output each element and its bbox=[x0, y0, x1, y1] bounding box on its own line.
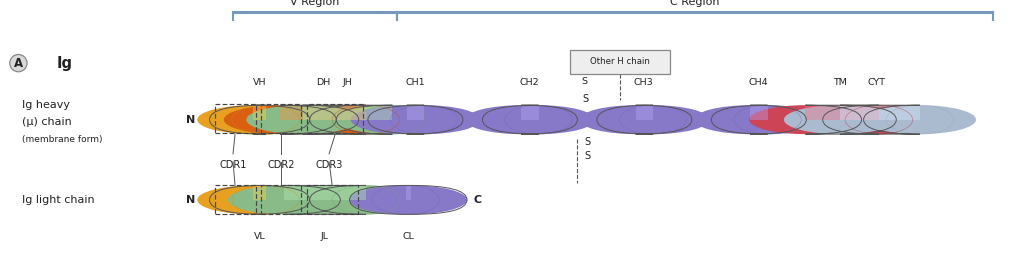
Text: A: A bbox=[14, 57, 22, 70]
Bar bbox=[215, 104, 256, 133]
Ellipse shape bbox=[246, 105, 359, 134]
Text: (μ) chain: (μ) chain bbox=[22, 117, 73, 127]
Ellipse shape bbox=[864, 105, 976, 134]
Ellipse shape bbox=[711, 105, 824, 134]
Bar bbox=[280, 105, 366, 120]
Text: CH3: CH3 bbox=[634, 78, 654, 87]
Text: N: N bbox=[186, 115, 195, 125]
Ellipse shape bbox=[351, 105, 463, 134]
Ellipse shape bbox=[228, 185, 340, 214]
Ellipse shape bbox=[355, 185, 467, 214]
Bar bbox=[750, 105, 768, 120]
Bar bbox=[261, 104, 301, 133]
Text: DH: DH bbox=[316, 78, 330, 87]
Ellipse shape bbox=[310, 105, 422, 134]
Bar bbox=[407, 105, 424, 120]
Bar bbox=[303, 105, 392, 134]
Bar bbox=[253, 105, 266, 134]
Ellipse shape bbox=[823, 105, 935, 134]
Text: JH: JH bbox=[342, 78, 353, 87]
Text: CL: CL bbox=[403, 232, 415, 241]
Ellipse shape bbox=[197, 105, 310, 134]
Ellipse shape bbox=[694, 105, 806, 134]
Text: Ig light chain: Ig light chain bbox=[22, 195, 95, 205]
Text: S: S bbox=[582, 77, 588, 86]
Bar bbox=[521, 105, 539, 134]
Text: N: N bbox=[186, 195, 195, 205]
Text: CDR2: CDR2 bbox=[268, 160, 294, 170]
Ellipse shape bbox=[784, 105, 896, 134]
Text: Ig: Ig bbox=[56, 55, 73, 71]
Ellipse shape bbox=[749, 105, 862, 134]
Bar bbox=[636, 105, 653, 120]
Bar bbox=[253, 185, 266, 214]
Text: Other H chain: Other H chain bbox=[591, 57, 650, 66]
Bar bbox=[406, 185, 411, 214]
Ellipse shape bbox=[579, 105, 692, 134]
Text: C: C bbox=[473, 195, 481, 205]
Text: C: C bbox=[902, 115, 911, 125]
Bar bbox=[750, 105, 768, 134]
Ellipse shape bbox=[224, 105, 336, 134]
Text: S: S bbox=[585, 137, 591, 147]
Ellipse shape bbox=[197, 185, 310, 214]
Text: JL: JL bbox=[321, 232, 329, 241]
Bar bbox=[253, 105, 266, 120]
Ellipse shape bbox=[210, 185, 322, 214]
Bar bbox=[805, 105, 879, 134]
Bar bbox=[805, 105, 879, 120]
Text: VL: VL bbox=[253, 232, 266, 241]
Text: CH2: CH2 bbox=[519, 78, 540, 87]
Ellipse shape bbox=[597, 105, 709, 134]
Text: CDR3: CDR3 bbox=[316, 160, 342, 170]
Ellipse shape bbox=[482, 105, 595, 134]
Bar bbox=[636, 105, 653, 134]
Bar bbox=[261, 185, 301, 214]
Bar bbox=[284, 185, 366, 214]
Bar bbox=[521, 105, 539, 120]
Bar bbox=[253, 185, 266, 200]
Text: Ig heavy: Ig heavy bbox=[22, 100, 71, 110]
Ellipse shape bbox=[368, 105, 480, 134]
Text: C Region: C Region bbox=[670, 0, 719, 7]
Text: CH4: CH4 bbox=[748, 78, 769, 87]
Bar bbox=[284, 185, 366, 200]
Text: TM: TM bbox=[833, 78, 847, 87]
Text: V Region: V Region bbox=[290, 0, 339, 7]
Bar bbox=[840, 105, 920, 120]
Text: CYT: CYT bbox=[868, 78, 886, 87]
Text: S: S bbox=[585, 151, 591, 161]
Bar bbox=[303, 105, 392, 120]
Bar bbox=[406, 185, 411, 200]
Ellipse shape bbox=[336, 105, 449, 134]
Bar bbox=[215, 185, 256, 214]
Bar bbox=[840, 105, 920, 134]
Bar bbox=[307, 104, 363, 133]
Ellipse shape bbox=[310, 185, 422, 214]
Bar bbox=[307, 185, 358, 214]
Text: CH1: CH1 bbox=[405, 78, 425, 87]
Ellipse shape bbox=[350, 185, 462, 214]
Text: (membrane form): (membrane form) bbox=[22, 135, 103, 144]
Text: CDR1: CDR1 bbox=[220, 160, 246, 170]
Ellipse shape bbox=[210, 105, 322, 134]
Bar bbox=[280, 105, 366, 134]
Text: S: S bbox=[583, 94, 589, 104]
Bar bbox=[570, 50, 670, 74]
Text: VH: VH bbox=[252, 78, 267, 87]
Ellipse shape bbox=[465, 105, 577, 134]
Bar bbox=[407, 105, 424, 134]
